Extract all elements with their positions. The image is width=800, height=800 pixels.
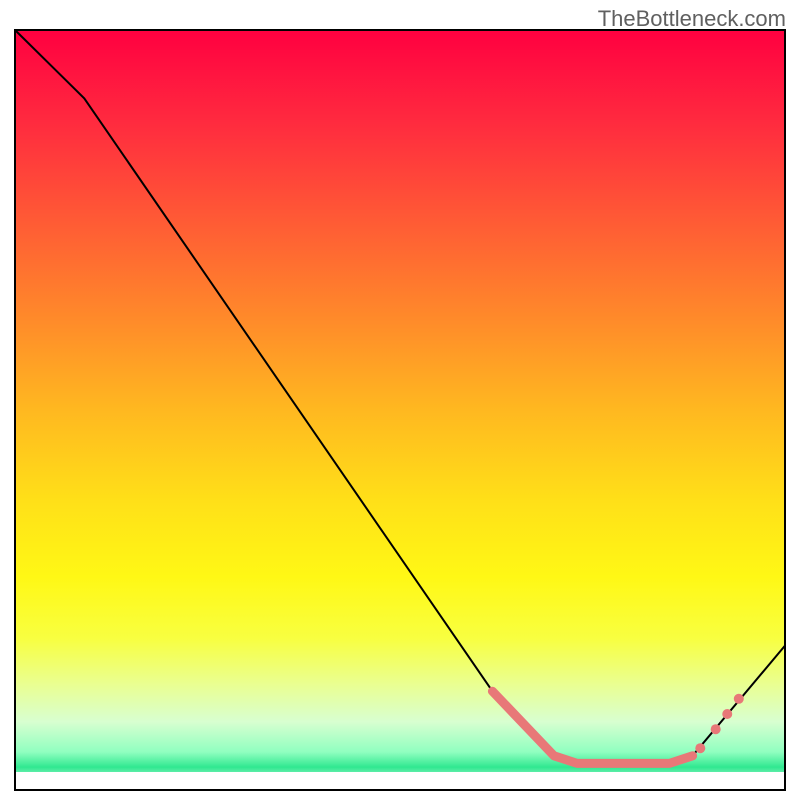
chart-svg xyxy=(0,0,800,800)
marker-point xyxy=(722,709,732,719)
marker-point xyxy=(711,724,721,734)
chart-container: TheBottleneck.com xyxy=(0,0,800,800)
marker-point xyxy=(695,743,705,753)
plot-bottom-strip xyxy=(15,772,785,790)
watermark-text: TheBottleneck.com xyxy=(598,6,786,32)
plot-background xyxy=(15,30,785,790)
marker-point xyxy=(734,694,744,704)
